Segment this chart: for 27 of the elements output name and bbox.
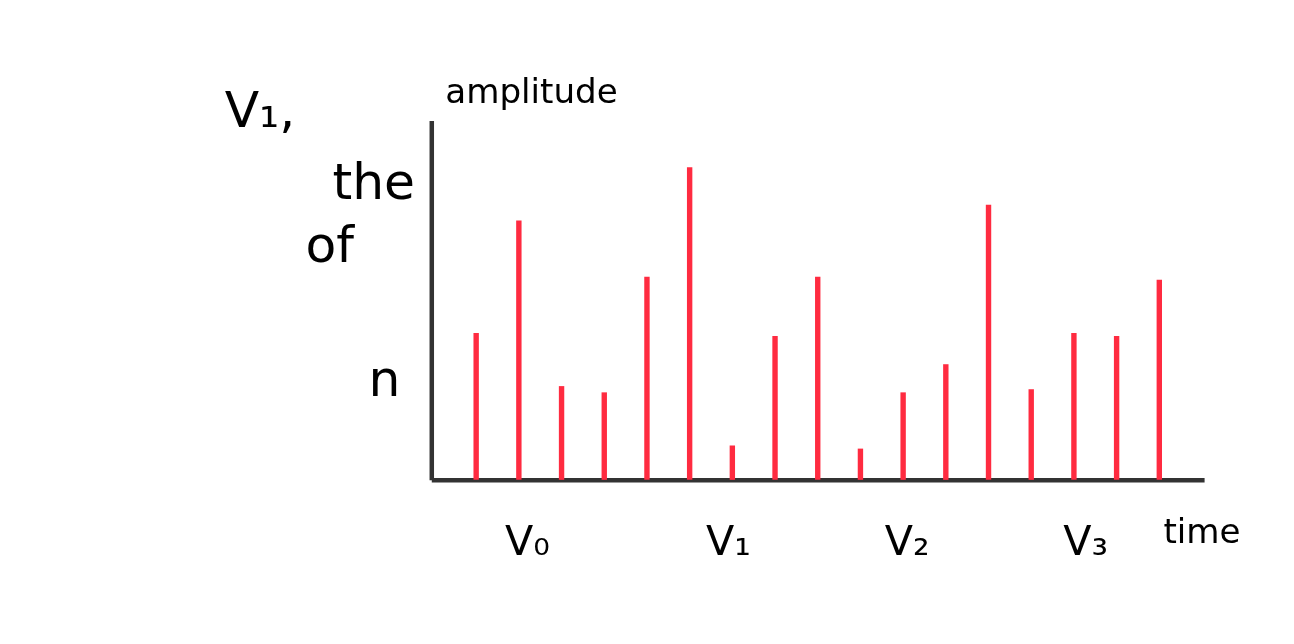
text: V₀	[504, 517, 550, 566]
text: of	[305, 214, 356, 274]
bar	[644, 276, 650, 480]
bar	[516, 220, 522, 480]
bar	[558, 386, 565, 480]
bar	[943, 364, 949, 480]
bar	[729, 445, 736, 480]
bar	[686, 167, 693, 480]
text: V₂	[884, 517, 930, 566]
bar	[815, 276, 821, 480]
bar	[1113, 336, 1120, 480]
bar	[857, 448, 864, 480]
bar	[601, 392, 607, 480]
text: n	[368, 349, 401, 409]
text: V₁	[705, 517, 751, 566]
bar	[985, 204, 992, 480]
bar	[1156, 279, 1162, 480]
text: the	[332, 151, 416, 211]
bar	[1028, 389, 1034, 480]
bar	[1071, 332, 1077, 480]
bar	[473, 332, 479, 480]
text: V₁,	[224, 79, 296, 139]
text: V₃	[1063, 517, 1109, 566]
bar	[772, 336, 778, 480]
y-axis-title: amplitude	[445, 70, 618, 111]
x-axis-title: time	[1163, 511, 1241, 552]
bar	[900, 392, 906, 480]
